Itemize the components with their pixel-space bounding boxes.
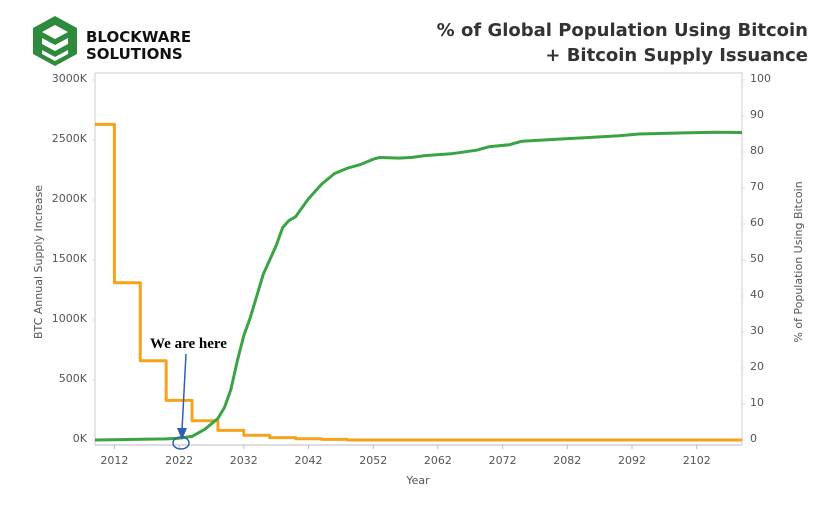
x-axis-label: Year [405,474,430,487]
y-tick-label: 1000K [52,312,88,325]
x-tick-label: 2042 [295,454,323,467]
y-tick-label: 1500K [52,252,88,265]
y-tick-label: 500K [59,372,88,385]
y2-tick-label: 100 [750,72,771,85]
data-line [94,130,743,442]
data-line [95,122,742,442]
brand-line: SOLUTIONS [86,45,183,63]
x-tick-label: 2032 [230,454,258,467]
y2-tick-label: 40 [750,288,764,301]
y2-tick-label: 90 [750,108,764,121]
annotation: We are here [150,336,227,352]
x-tick-label: 2082 [553,454,581,467]
y2-tick-label: 10 [750,396,764,409]
y2-tick-label: 80 [750,144,764,157]
x-tick-label: 2072 [489,454,517,467]
x-tick-label: 2022 [165,454,193,467]
chart-subtitle: + Bitcoin Supply Issuance [545,45,808,66]
annotation-arrowhead [177,428,187,440]
y2-axis-label: % of Population Using Bitcoin [792,181,805,342]
y2-tick-label: 0 [750,432,757,445]
y-tick-label: 2500K [52,132,88,145]
y2-tick-label: 30 [750,324,764,337]
y-axis-label: BTC Annual Supply Increase [32,185,45,339]
y-tick-label: 0K [73,432,88,445]
y-tick-label: 2000K [52,192,88,205]
brand-line: BLOCKWARE [86,28,191,46]
y2-tick-label: 50 [750,252,764,265]
y2-tick-label: 60 [750,216,764,229]
x-tick-label: 2102 [683,454,711,467]
y-tick-label: 3000K [52,72,88,85]
x-tick-label: 2062 [424,454,452,467]
y2-tick-label: 70 [750,180,764,193]
annotation-circle [172,436,190,450]
y2-tick-label: 20 [750,360,764,373]
annotation-arrow [181,353,187,431]
x-tick-label: 2012 [100,454,128,467]
chart-title: % of Global Population Using Bitcoin [437,20,808,41]
x-tick-label: 2052 [359,454,387,467]
x-tick-label: 2092 [618,454,646,467]
logo-icon [33,16,77,66]
